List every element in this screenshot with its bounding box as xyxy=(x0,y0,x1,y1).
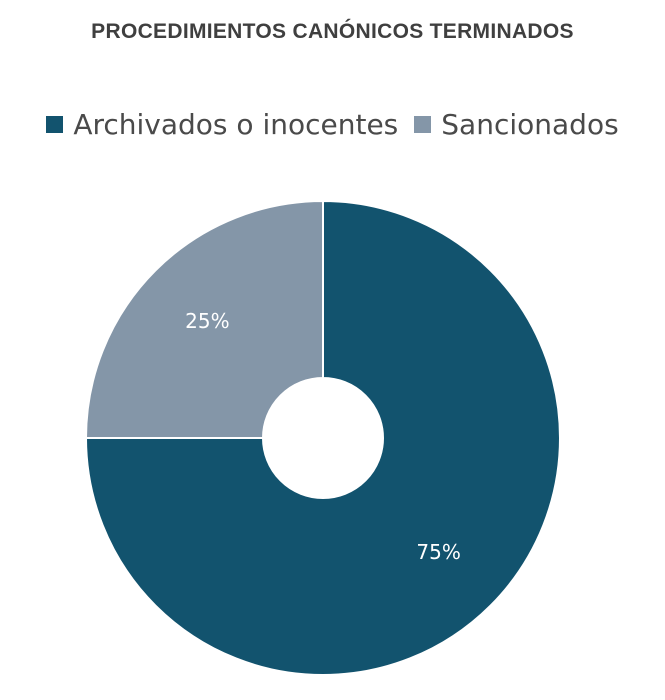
legend-label: Sancionados xyxy=(441,108,619,141)
slice-archivados xyxy=(84,199,561,676)
legend-label: Archivados o inocentes xyxy=(73,108,399,141)
chart-title: PROCEDIMIENTOS CANÓNICOS TERMINADOS xyxy=(91,20,574,43)
legend-swatch xyxy=(414,116,432,133)
slice-label-archivados: 75% xyxy=(416,540,460,564)
slice-sancionados xyxy=(84,199,324,439)
chart-legend: Archivados o inocentes Sancionados xyxy=(0,108,665,141)
legend-item-archivados: Archivados o inocentes xyxy=(46,108,398,141)
legend-swatch xyxy=(46,116,64,133)
legend-item-sancionados: Sancionados xyxy=(414,108,619,141)
slice-label-sancionados: 25% xyxy=(185,309,229,333)
